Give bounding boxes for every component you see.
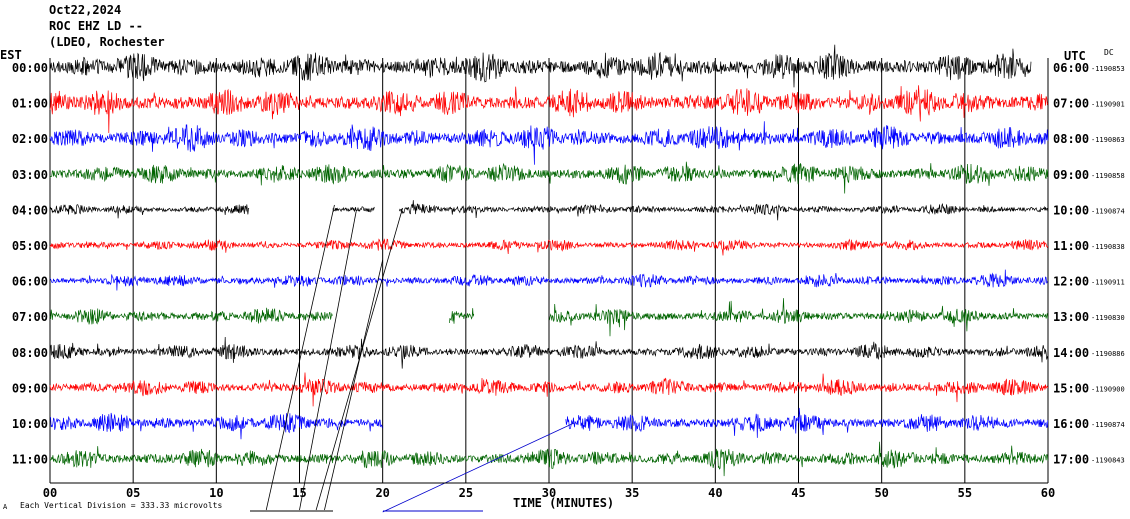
trace-row-9 bbox=[49, 372, 1049, 407]
trace-row-4 bbox=[49, 200, 1049, 221]
utc-row-label: 06:00 bbox=[1053, 61, 1089, 75]
trace-row-0 bbox=[49, 44, 1032, 88]
scale-text: Each Vertical Division = 333.33 microvol… bbox=[20, 501, 223, 510]
utc-row-label: 17:00 bbox=[1053, 453, 1089, 467]
x-tick-label: 05 bbox=[126, 486, 140, 500]
dc-offset-label: -1190886 bbox=[1091, 350, 1125, 358]
x-tick-label: 15 bbox=[292, 486, 306, 500]
utc-row-label: 08:00 bbox=[1053, 132, 1089, 146]
utc-row-label: 07:00 bbox=[1053, 97, 1089, 111]
utc-row-label: 11:00 bbox=[1053, 239, 1089, 253]
x-tick-label: 50 bbox=[874, 486, 888, 500]
time-gridlines bbox=[49, 58, 1049, 483]
x-tick-label: 10 bbox=[209, 486, 223, 500]
est-row-label: 02:00 bbox=[12, 132, 48, 146]
trace-row-1 bbox=[49, 85, 1049, 134]
est-row-label: 07:00 bbox=[12, 310, 48, 324]
event-line bbox=[382, 422, 575, 513]
x-tick-label: 25 bbox=[459, 486, 473, 500]
event-line bbox=[299, 211, 357, 511]
trace-row-11 bbox=[49, 441, 1049, 477]
est-row-label: 06:00 bbox=[12, 275, 48, 289]
dc-label: DC bbox=[1104, 48, 1114, 57]
est-row-label: 00:00 bbox=[12, 61, 48, 75]
est-row-label: 03:00 bbox=[12, 168, 48, 182]
est-row-label: 01:00 bbox=[12, 97, 48, 111]
utc-row-label: 15:00 bbox=[1053, 381, 1089, 395]
est-row-label: 11:00 bbox=[12, 453, 48, 467]
trace-row-2 bbox=[49, 121, 1049, 165]
est-row-label: 05:00 bbox=[12, 239, 48, 253]
event-line bbox=[324, 259, 384, 511]
x-tick-label: 40 bbox=[708, 486, 722, 500]
seismic-traces bbox=[49, 44, 1049, 477]
dc-offset-label: -1190830 bbox=[1091, 314, 1125, 322]
est-row-label: 09:00 bbox=[12, 381, 48, 395]
utc-row-label: 14:00 bbox=[1053, 346, 1089, 360]
x-tick-label: 20 bbox=[375, 486, 389, 500]
dc-offset-label: -1190858 bbox=[1091, 172, 1125, 180]
utc-row-label: 10:00 bbox=[1053, 203, 1089, 217]
trace-row-6 bbox=[49, 269, 1048, 291]
trace-row-8 bbox=[49, 336, 1049, 369]
dc-offset-label: -1190874 bbox=[1091, 207, 1125, 215]
dc-offset-label: -1190863 bbox=[1091, 136, 1125, 144]
dc-offset-label: -1190874 bbox=[1091, 421, 1125, 429]
station-label: ROC EHZ LD -- bbox=[49, 19, 143, 33]
est-row-label: 10:00 bbox=[12, 417, 48, 431]
dc-offset-label: -1190900 bbox=[1091, 385, 1125, 393]
network-label: (LDEO, Rochester bbox=[49, 35, 165, 49]
est-row-label: 04:00 bbox=[12, 203, 48, 217]
time-axis: 00 05 10 15 20 25 30 35 40 45 50 55 60 bbox=[43, 482, 1055, 500]
corner-mark: A bbox=[3, 503, 8, 511]
x-tick-label: 00 bbox=[43, 486, 57, 500]
dc-offset-label: -1190838 bbox=[1091, 243, 1125, 251]
utc-row-label: 13:00 bbox=[1053, 310, 1089, 324]
dc-offset-label: -1190911 bbox=[1091, 279, 1125, 287]
utc-row-label: 16:00 bbox=[1053, 417, 1089, 431]
x-tick-label: 45 bbox=[791, 486, 805, 500]
utc-label: UTC bbox=[1064, 49, 1086, 63]
x-tick-label: 30 bbox=[542, 486, 556, 500]
x-tick-label: 60 bbox=[1041, 486, 1055, 500]
date-label: Oct22,2024 bbox=[49, 3, 122, 17]
event-lines bbox=[250, 204, 575, 513]
trace-row-7 bbox=[49, 298, 1049, 337]
dc-offset-label: -1190853 bbox=[1091, 65, 1125, 73]
dc-offset-label: -1190843 bbox=[1091, 457, 1125, 465]
utc-row-label: 12:00 bbox=[1053, 275, 1089, 289]
x-tick-label: 35 bbox=[625, 486, 639, 500]
est-label: EST bbox=[0, 48, 22, 62]
trace-row-5 bbox=[49, 238, 1049, 256]
est-row-label: 08:00 bbox=[12, 346, 48, 360]
event-line bbox=[265, 204, 335, 511]
trace-row-3 bbox=[49, 161, 1049, 194]
dc-offset-label: -1190901 bbox=[1091, 101, 1125, 109]
x-axis-label: TIME (MINUTES) bbox=[513, 496, 615, 510]
x-tick-label: 55 bbox=[958, 486, 972, 500]
utc-row-label: 09:00 bbox=[1053, 168, 1089, 182]
trace-row-10 bbox=[49, 407, 1049, 440]
